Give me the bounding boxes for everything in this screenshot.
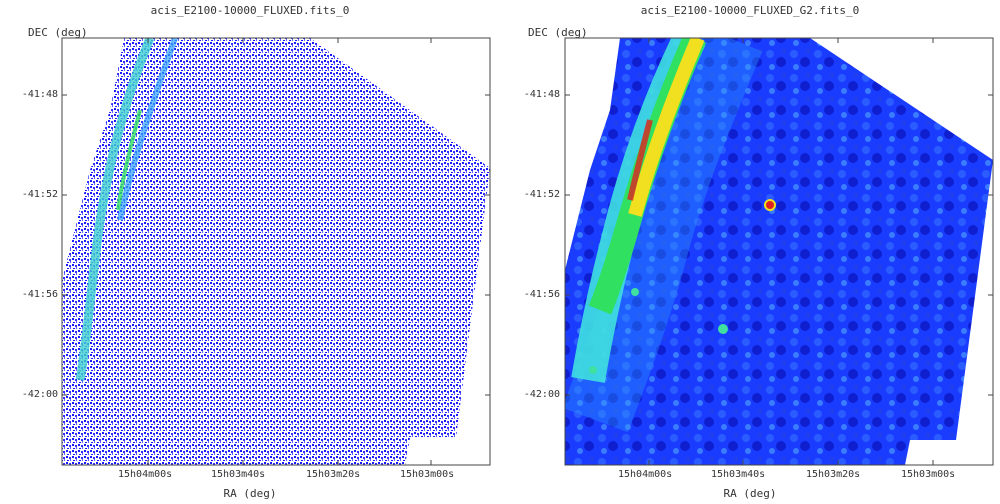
left-x-axis-label: RA (deg) bbox=[223, 487, 277, 500]
left-xtick-label: 15h03m40s bbox=[211, 469, 266, 480]
right-y-axis-label: DEC (deg) bbox=[528, 26, 588, 39]
left-y-ticks bbox=[62, 94, 490, 396]
left-ytick-label: -41:56 bbox=[21, 289, 58, 300]
right-plot-frame bbox=[564, 37, 994, 466]
right-detector-footprint bbox=[565, 38, 993, 465]
left-plot-frame bbox=[61, 37, 491, 466]
right-ytick-label: -41:56 bbox=[523, 289, 560, 300]
left-x-ticks bbox=[147, 38, 432, 465]
left-image-plot[interactable] bbox=[0, 0, 500, 504]
right-ytick-label: -41:48 bbox=[523, 89, 560, 100]
right-ytick-label: -42:00 bbox=[523, 389, 560, 400]
left-detector-footprint bbox=[62, 38, 490, 465]
right-panel-title: acis_E2100-10000_FLUXED_G2.fits_0 bbox=[640, 4, 860, 17]
right-image-panel: acis_E2100-10000_FLUXED_G2.fits_0 DEC (d… bbox=[500, 0, 1000, 504]
right-y-ticks bbox=[565, 94, 993, 396]
left-xtick-label: 15h03m20s bbox=[306, 469, 361, 480]
right-ytick-label: -41:52 bbox=[523, 189, 560, 200]
left-xtick-label: 15h03m00s bbox=[400, 469, 455, 480]
right-xtick-label: 15h04m00s bbox=[618, 469, 673, 480]
left-y-axis-label: DEC (deg) bbox=[28, 26, 88, 39]
right-x-ticks bbox=[648, 38, 934, 465]
left-ytick-label: -42:00 bbox=[21, 389, 58, 400]
left-emission-arc bbox=[75, 38, 155, 381]
right-xtick-label: 15h03m20s bbox=[806, 469, 861, 480]
left-panel-title: acis_E2100-10000_FLUXED.fits_0 bbox=[150, 4, 350, 17]
right-point-source bbox=[764, 199, 776, 211]
left-image-panel: acis_E2100-10000_FLUXED.fits_0 DEC (deg) bbox=[0, 0, 500, 504]
right-image-plot[interactable] bbox=[500, 0, 1000, 504]
right-xtick-label: 15h03m40s bbox=[711, 469, 766, 480]
right-xtick-label: 15h03m00s bbox=[901, 469, 956, 480]
left-xtick-label: 15h04m00s bbox=[118, 469, 173, 480]
left-ytick-label: -41:48 bbox=[21, 89, 58, 100]
left-ytick-label: -41:52 bbox=[21, 189, 58, 200]
right-x-axis-label: RA (deg) bbox=[723, 487, 777, 500]
